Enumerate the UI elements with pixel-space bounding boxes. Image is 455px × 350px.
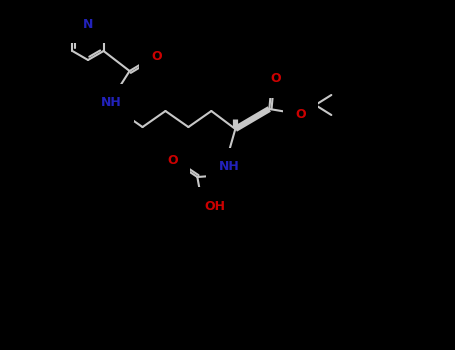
Text: O: O	[167, 154, 177, 168]
Text: OH: OH	[205, 199, 226, 212]
Text: O: O	[295, 107, 306, 120]
Text: NH: NH	[219, 161, 240, 174]
Text: O: O	[270, 72, 281, 85]
Text: O: O	[151, 49, 162, 63]
Text: N: N	[83, 18, 93, 30]
Text: NH: NH	[101, 97, 122, 110]
